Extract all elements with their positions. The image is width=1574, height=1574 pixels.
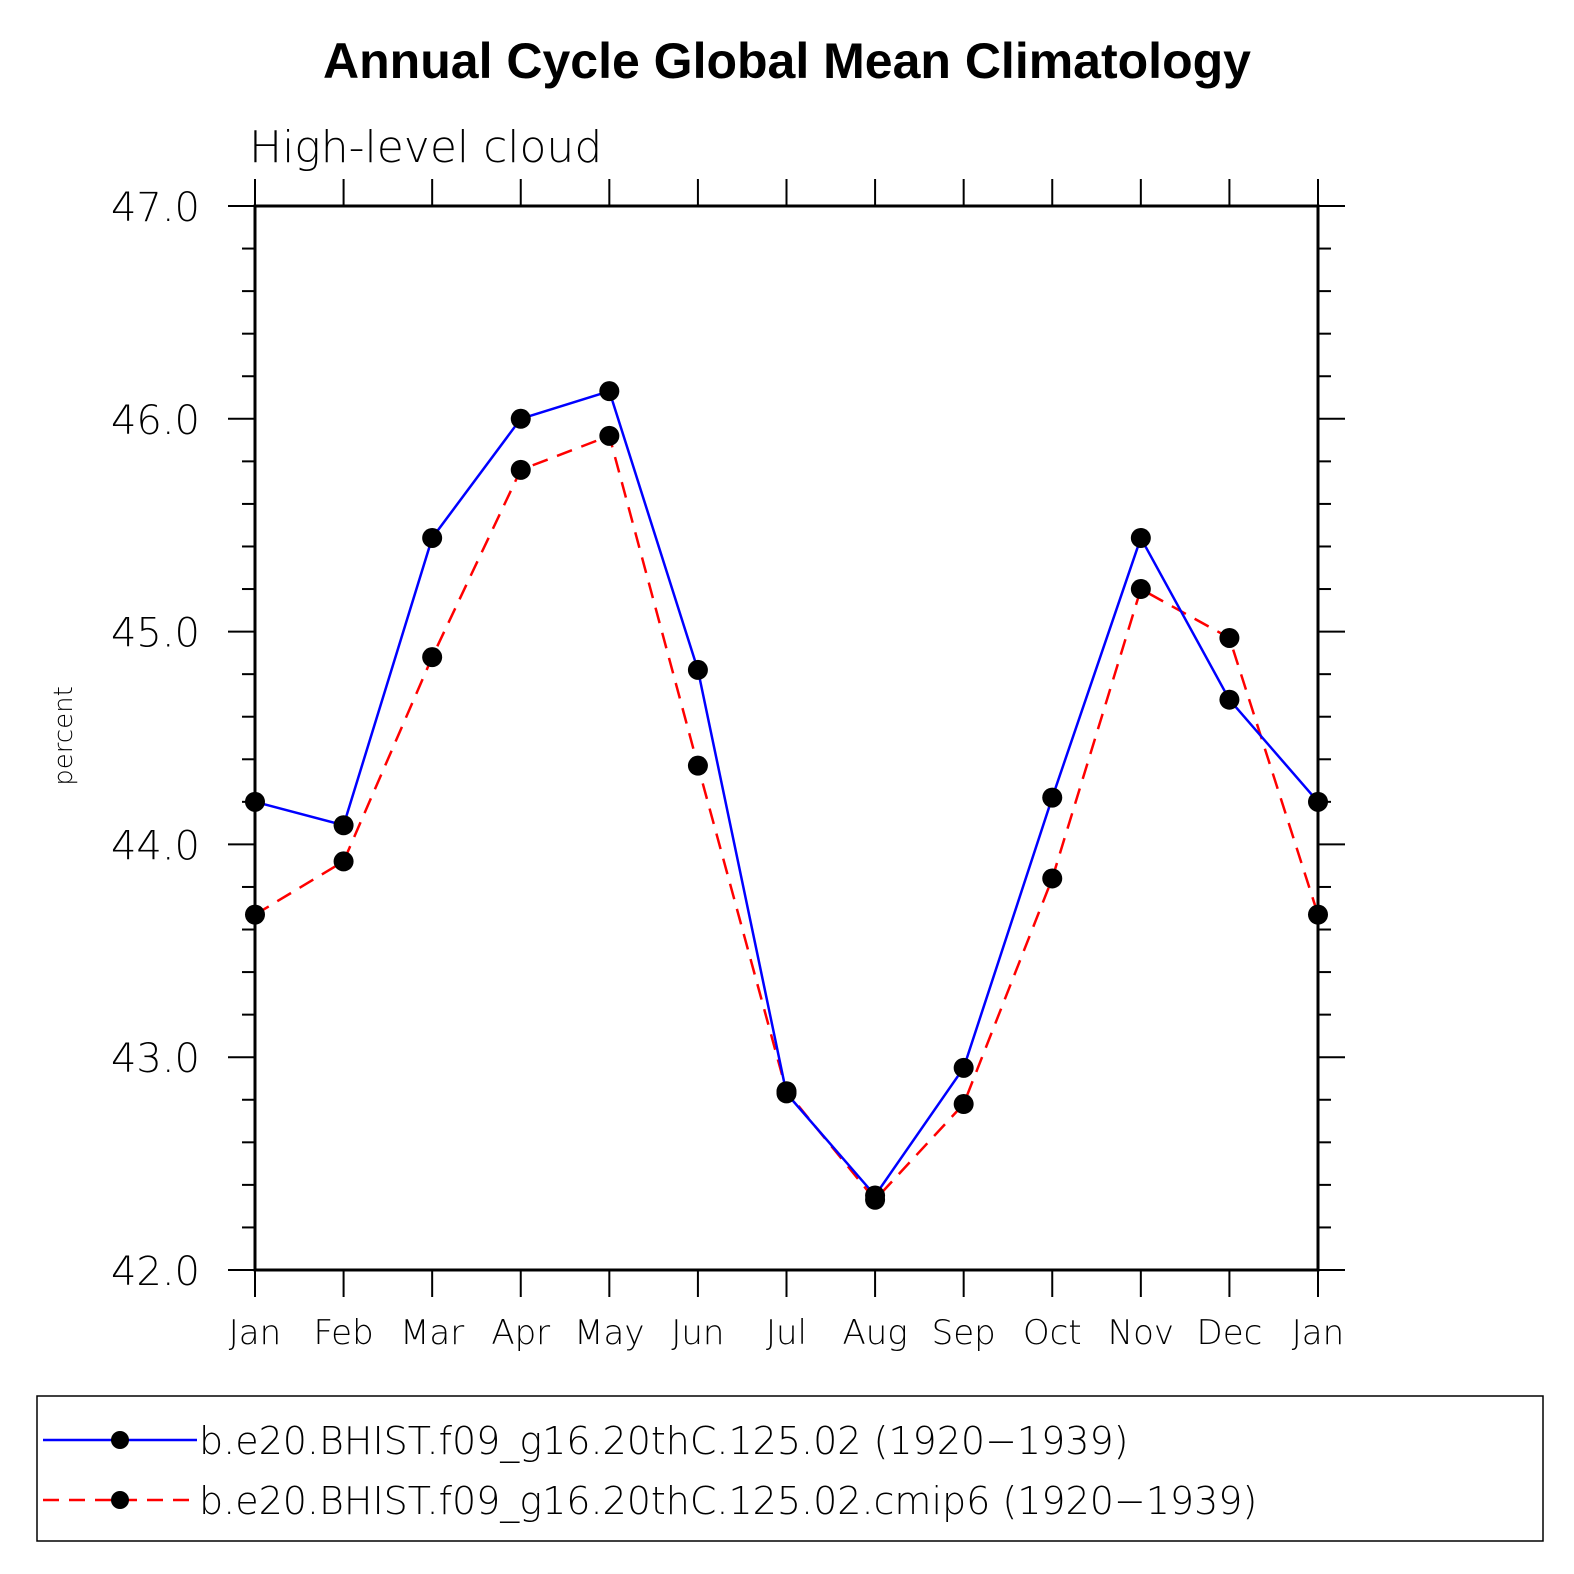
x-tick-label: Jan (229, 1313, 281, 1353)
series-lines (254, 389, 1320, 1202)
series-1-point (1308, 791, 1328, 812)
y-axis-label: percent (49, 686, 79, 786)
x-tick-label: Sep (932, 1313, 996, 1353)
x-tick-label: Mar (400, 1313, 464, 1353)
series-2-point (422, 647, 443, 668)
x-tick-label: Jan (1292, 1313, 1344, 1353)
legend-entry-1: b.e20.BHIST.f09_g16.20thC.125.02 (1920−1… (43, 1419, 1128, 1464)
legend-label-1: b.e20.BHIST.f09_g16.20thC.125.02 (1920−1… (199, 1419, 1128, 1464)
series-1-point (1042, 787, 1063, 808)
series-2-point (1130, 579, 1151, 600)
series-2-point (1219, 627, 1240, 648)
series-2-point (510, 459, 531, 480)
x-tick-label: Apr (491, 1313, 550, 1353)
y-tick-label: 47.0 (111, 185, 200, 231)
chart-subtitle: High-level cloud (249, 122, 602, 173)
x-tick-labels: Jan Feb Mar Apr May Jun Jul Aug Sep Oct Nov Dec Jan (229, 1313, 1344, 1353)
series-2-point (1308, 904, 1328, 925)
legend-box (36, 1395, 1544, 1542)
series-2-point (1042, 868, 1063, 889)
x-tick-label: Nov (1108, 1313, 1174, 1353)
y-tick-label: 44.0 (111, 823, 200, 869)
x-tick-label: Jun (671, 1313, 724, 1353)
series-markers (245, 381, 1328, 1210)
series-1-point (599, 381, 620, 402)
series-1-point (687, 659, 708, 680)
chart-title: Annual Cycle Global Mean Climatology (323, 33, 1251, 89)
series-1-point (510, 408, 531, 429)
x-tick-label: Dec (1197, 1313, 1263, 1353)
x-tick-label: Feb (313, 1313, 373, 1353)
series-1-point (1219, 689, 1240, 710)
series-1-point (422, 527, 443, 548)
series-2-point (599, 425, 620, 446)
series-2-point (245, 904, 265, 925)
plot-frame (253, 204, 1320, 1272)
legend-entry-2: b.e20.BHIST.f09_g16.20thC.125.02.cmip6 (… (43, 1479, 1257, 1524)
series-1-point (953, 1057, 974, 1078)
y-tick-labels: 42.0 43.0 44.0 45.0 46.0 47.0 (111, 185, 200, 1295)
y-tick-label: 43.0 (111, 1036, 200, 1082)
series-2-point (953, 1094, 974, 1115)
x-tick-label: May (574, 1313, 644, 1353)
series-2-point (333, 851, 354, 872)
legend-marker-2 (111, 1491, 129, 1509)
x-tick-label: Oct (1023, 1313, 1082, 1353)
series-2-point (776, 1081, 797, 1102)
legend-label-2: b.e20.BHIST.f09_g16.20thC.125.02.cmip6 (… (199, 1479, 1257, 1524)
series-2-point (865, 1189, 886, 1210)
legend-marker-1 (111, 1431, 129, 1449)
series-line-1 (254, 389, 1319, 1198)
series-2-point (687, 755, 708, 776)
y-tick-label: 42.0 (111, 1249, 200, 1295)
series-1-point (333, 815, 354, 836)
y-tick-label: 45.0 (111, 611, 200, 657)
series-1-point (245, 791, 265, 812)
y-tick-label: 46.0 (111, 398, 200, 444)
axis-ticks (228, 179, 1345, 1297)
series-layer (245, 381, 1328, 1210)
series-1-point (1130, 527, 1151, 548)
x-tick-label: Aug (842, 1313, 907, 1353)
x-tick-label: Jul (766, 1313, 807, 1353)
